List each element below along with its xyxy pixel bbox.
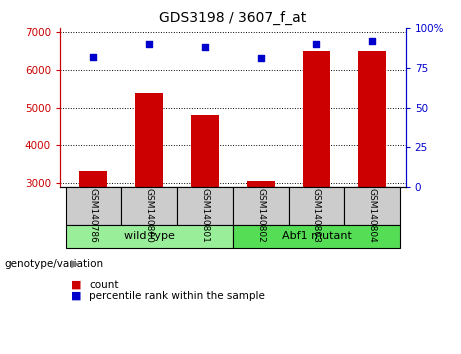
Bar [121,187,177,225]
Text: ■: ■ [71,291,82,301]
Text: GSM140786: GSM140786 [89,188,98,242]
Text: GSM140801: GSM140801 [201,188,209,242]
Point [146,41,153,47]
Bar [135,93,163,187]
Bar [247,181,275,187]
Point [313,41,320,47]
Bar [233,187,289,225]
Bar [289,187,344,225]
Bar [233,225,400,248]
Point [90,54,97,60]
Text: Abf1 mutant: Abf1 mutant [282,231,351,241]
Bar [302,51,331,187]
Point [368,38,376,44]
Text: GSM140804: GSM140804 [368,188,377,242]
Text: GSM140802: GSM140802 [256,188,265,242]
Text: GSM140803: GSM140803 [312,188,321,242]
Bar [65,187,121,225]
Bar [65,225,233,248]
Point [201,45,209,50]
Bar [358,51,386,187]
Text: count: count [89,280,118,290]
Bar [191,115,219,187]
Text: genotype/variation: genotype/variation [5,259,104,269]
Text: ■: ■ [71,280,82,290]
Title: GDS3198 / 3607_f_at: GDS3198 / 3607_f_at [159,10,307,24]
Text: wild type: wild type [124,231,175,241]
Point [257,56,264,61]
Text: percentile rank within the sample: percentile rank within the sample [89,291,265,301]
Text: ▶: ▶ [71,259,80,269]
Bar [177,187,233,225]
Text: GSM140800: GSM140800 [145,188,154,242]
Bar [344,187,400,225]
Bar [79,171,107,187]
